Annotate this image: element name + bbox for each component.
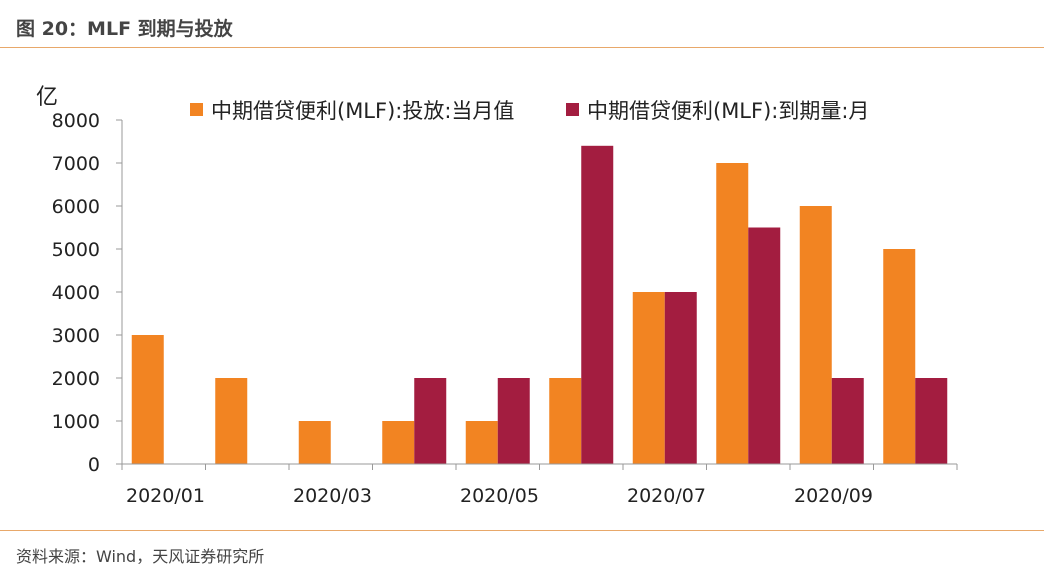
bar-mlf-maturity (831, 378, 864, 464)
bar-mlf-maturity (414, 378, 447, 464)
bar-mlf-maturity (581, 145, 614, 465)
y-tick-label: 6000 (52, 196, 100, 218)
bar-mlf-maturity (664, 292, 697, 464)
bar-mlf-injection (632, 292, 665, 464)
y-tick-label: 2000 (52, 368, 100, 390)
footer-divider (0, 530, 1044, 531)
x-tick-label: 2020/01 (126, 485, 205, 507)
figure-title: 图 20：MLF 到期与投放 (16, 18, 233, 40)
bar-mlf-maturity (915, 378, 948, 464)
bar-mlf-injection (215, 378, 248, 464)
bar-series (131, 145, 948, 465)
y-tick-label: 8000 (52, 110, 100, 132)
bar-mlf-injection (131, 335, 164, 464)
y-tick-label: 7000 (52, 153, 100, 175)
x-axis: 2020/01 2020/03 2020/05 2020/07 2020/09 (121, 463, 958, 507)
bar-mlf-injection (382, 421, 415, 464)
bar-mlf-injection (883, 249, 916, 464)
x-tick-label: 2020/07 (627, 485, 706, 507)
bar-mlf-injection (716, 163, 749, 464)
bar-mlf-maturity (497, 378, 530, 464)
y-axis-unit-label: 亿 (36, 85, 58, 110)
bar-mlf-injection (799, 206, 832, 464)
legend-label: 中期借贷便利(MLF):投放:当月值 (211, 99, 514, 123)
chart-legend: 中期借贷便利(MLF):投放:当月值 中期借贷便利(MLF):到期量:月 (190, 99, 869, 123)
y-tick-label: 5000 (52, 239, 100, 261)
y-tick-label: 0 (88, 454, 100, 476)
legend-swatch (190, 103, 203, 116)
x-tick-label: 2020/03 (293, 485, 372, 507)
mlf-bar-chart: 亿 中期借贷便利(MLF):投放:当月值 中期借贷便利(MLF):到期量:月 0 1… (36, 85, 958, 507)
legend-label: 中期借贷便利(MLF):到期量:月 (587, 99, 869, 123)
bar-mlf-injection (298, 421, 331, 464)
x-tick-label: 2020/05 (460, 485, 539, 507)
x-tick-label: 2020/09 (794, 485, 873, 507)
bar-mlf-injection (465, 421, 498, 464)
bar-mlf-maturity (748, 227, 781, 464)
y-tick-label: 4000 (52, 282, 100, 304)
y-tick-label: 3000 (52, 325, 100, 347)
y-tick-label: 1000 (52, 411, 100, 433)
bar-mlf-injection (549, 378, 582, 464)
source-note: 资料来源：Wind，天风证券研究所 (16, 547, 265, 566)
y-axis: 0 1000 2000 3000 4000 5000 6000 7000 8000 (52, 110, 123, 476)
title-divider (0, 47, 1044, 48)
legend-swatch (566, 103, 579, 116)
